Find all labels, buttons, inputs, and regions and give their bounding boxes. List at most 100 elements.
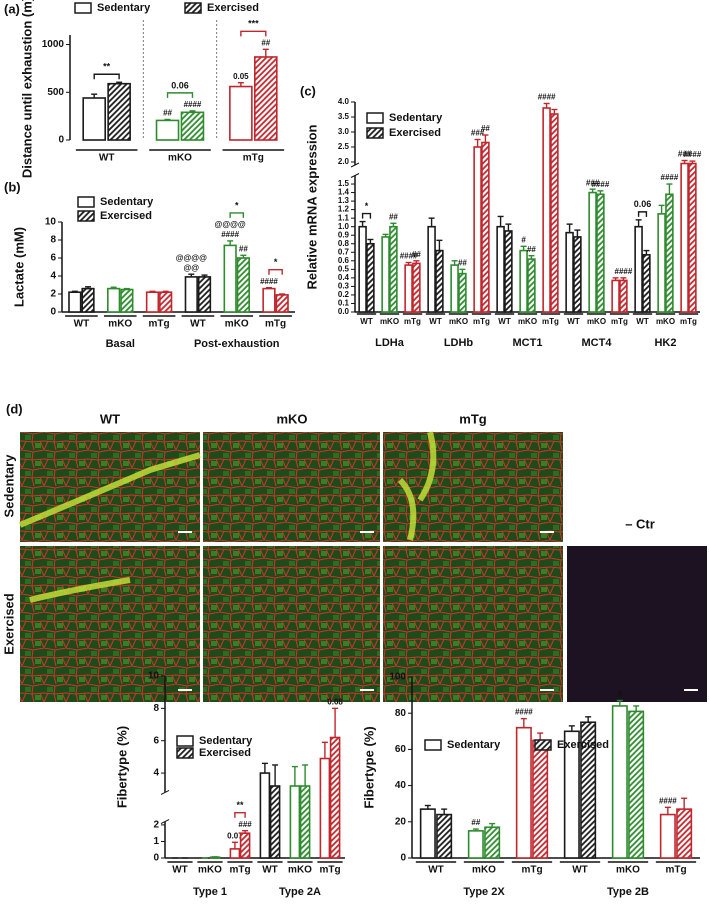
y-tick-label: 0.6 — [338, 256, 350, 265]
row-label: Exercised — [1, 593, 16, 654]
comparison-bracket — [637, 211, 648, 217]
y-tick-label: 80 — [395, 708, 407, 719]
x-tick-label: mTg — [665, 865, 686, 876]
legend-label: Exercised — [199, 747, 251, 759]
annotation: 0.07 — [227, 831, 243, 840]
y-axis-label: Lactate (mM) — [11, 227, 26, 307]
legend-swatch — [366, 127, 384, 139]
annotation: ## — [261, 38, 270, 47]
y-tick-label: 100 — [389, 672, 406, 683]
y-axis-label: Fibertype (%) — [361, 726, 376, 808]
bar — [573, 236, 582, 313]
y-tick-label: 20 — [395, 816, 407, 827]
annotation: #### — [661, 173, 679, 182]
micrograph-control — [567, 546, 707, 702]
bar — [120, 288, 134, 313]
legend-swatch — [77, 196, 95, 208]
x-tick-label: WT — [99, 153, 115, 164]
bar — [504, 230, 513, 313]
comparison-label: ** — [103, 62, 111, 72]
comparison-bracket — [93, 73, 120, 80]
x-tick-label: mKO — [108, 319, 132, 330]
legend-label: Exercised — [557, 739, 609, 751]
annotation: ## — [481, 124, 490, 133]
y-tick-label: 1.2 — [338, 205, 350, 214]
x-tick-label: mTg — [611, 317, 628, 326]
bar — [688, 162, 697, 313]
annotation: ## — [527, 245, 536, 254]
legend-label: Sedentary — [100, 196, 154, 208]
bar — [81, 287, 95, 313]
y-tick-label: 4 — [50, 271, 56, 282]
column-label: mTg — [459, 411, 487, 426]
annotation: 0.05 — [233, 72, 249, 81]
y-tick-label: 2.0 — [338, 157, 350, 166]
y-tick-label: 500 — [47, 87, 64, 98]
bar — [381, 236, 390, 313]
comparison-bracket — [234, 812, 246, 818]
comparison-bracket — [240, 30, 267, 37]
x-tick-label: WT — [172, 865, 188, 876]
comparison-label: 0.06 — [634, 199, 652, 209]
bar — [223, 244, 237, 313]
bar — [259, 772, 271, 859]
group-label: Basal — [106, 338, 135, 350]
y-tick-label: 8 — [153, 703, 159, 714]
legend-swatch — [534, 739, 552, 751]
y-tick-label: 0.5 — [338, 264, 350, 273]
annotation: #### — [684, 150, 702, 159]
y-tick-label: 3.5 — [338, 112, 350, 121]
bar — [236, 257, 250, 313]
y-tick-label: 2.5 — [338, 142, 350, 151]
y-tick-label: 0.2 — [338, 290, 350, 299]
group-label: LDHb — [444, 337, 474, 349]
bar — [467, 830, 484, 859]
comparison-label: * — [235, 200, 239, 210]
bar — [329, 736, 341, 859]
x-tick-label: mTg — [243, 153, 264, 164]
group-label: MCT1 — [513, 337, 543, 349]
y-tick-label: 1.3 — [338, 196, 350, 205]
x-tick-label: mTg — [319, 865, 340, 876]
bar — [676, 808, 693, 859]
bar — [450, 264, 459, 313]
group-label: HK2 — [654, 337, 676, 349]
x-tick-label: WT — [190, 319, 206, 330]
legend-label: Sedentary — [199, 735, 253, 747]
legend-swatch — [74, 2, 92, 14]
panel-label: (c) — [300, 83, 316, 98]
x-tick-label: WT — [498, 317, 511, 326]
group-label: MCT4 — [582, 337, 613, 349]
bar — [657, 213, 666, 313]
bar — [269, 785, 281, 859]
legend-label: Sedentary — [389, 112, 443, 124]
y-axis-label: Fibertype (%) — [114, 726, 129, 808]
y-tick-label: 2 — [50, 289, 56, 300]
x-tick-label: mTg — [404, 317, 421, 326]
bar — [532, 739, 549, 859]
annotation: ## — [163, 109, 172, 118]
bar — [427, 225, 436, 313]
column-label: mKO — [276, 411, 307, 426]
y-tick-label: 0 — [153, 853, 159, 864]
legend-swatch — [184, 2, 202, 14]
y-tick-label: 1 — [153, 836, 159, 847]
panel-label: (d) — [6, 401, 23, 416]
comparison-bracket — [361, 212, 372, 219]
annotation: ### — [238, 820, 252, 829]
x-tick-label: mTg — [265, 319, 286, 330]
group-label: Type 2A — [279, 886, 321, 898]
x-tick-label: mKO — [225, 319, 249, 330]
legend-swatch — [424, 739, 442, 751]
legend-label: Exercised — [100, 210, 152, 222]
y-tick-label: 0.7 — [338, 247, 350, 256]
bar — [519, 249, 528, 313]
legend-label: Exercised — [389, 127, 441, 139]
bar — [642, 254, 651, 313]
y-tick-label: 0 — [50, 307, 56, 318]
group-label: Type 1 — [193, 886, 227, 898]
bar — [389, 225, 398, 313]
x-tick-label: WT — [636, 317, 649, 326]
y-tick-label: 0 — [58, 135, 64, 146]
bar — [596, 193, 605, 313]
